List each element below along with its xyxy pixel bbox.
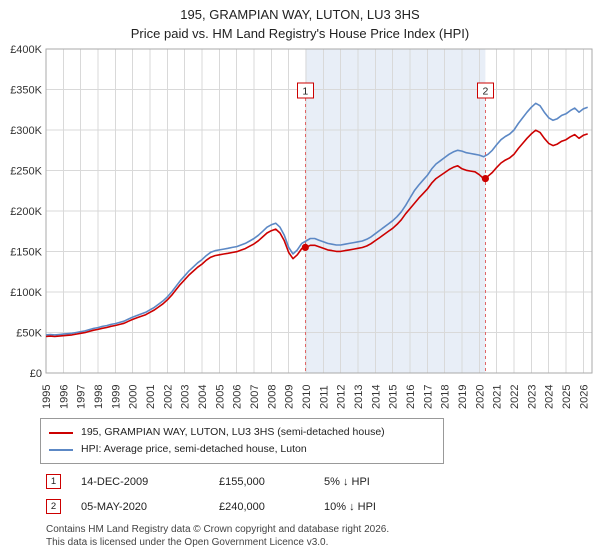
- sale-1-hpi-note: 5% ↓ HPI: [324, 475, 370, 488]
- legend-item-property: 195, GRAMPIAN WAY, LUTON, LU3 3HS (semi-…: [49, 424, 435, 441]
- legend-label-hpi: HPI: Average price, semi-detached house,…: [81, 443, 307, 455]
- x-axis-label: 2025: [561, 385, 573, 409]
- y-axis-label: £300K: [10, 125, 42, 137]
- sale-marker-badge: [476, 82, 494, 99]
- chart-subtitle: Price paid vs. HM Land Registry's House …: [130, 26, 470, 41]
- sale-2-number-badge: 2: [46, 499, 61, 514]
- x-axis-label: 2022: [509, 385, 521, 409]
- sale-marker-badge: [296, 82, 314, 99]
- sale-1-number-badge: 1: [46, 474, 61, 489]
- y-axis-label: £50K: [16, 328, 42, 340]
- sale-annotations: 1 14-DEC-2009 £155,000 5% ↓ HPI 2 05-MAY…: [46, 474, 600, 514]
- legend: 195, GRAMPIAN WAY, LUTON, LU3 3HS (semi-…: [40, 418, 444, 464]
- x-axis-label: 2003: [180, 385, 192, 409]
- sale-row-1: 1 14-DEC-2009 £155,000 5% ↓ HPI: [46, 474, 600, 489]
- x-axis-label: 1997: [76, 385, 88, 409]
- sale-point-dot: [481, 175, 489, 183]
- x-axis-label: 2002: [162, 385, 174, 409]
- plot-border: [45, 48, 593, 374]
- legend-label-property: 195, GRAMPIAN WAY, LUTON, LU3 3HS (semi-…: [81, 426, 385, 438]
- y-axis-label: £350K: [10, 85, 42, 97]
- y-axis-label: £250K: [10, 166, 42, 178]
- x-axis-label: 2017: [422, 385, 434, 409]
- footer-copyright: Contains HM Land Registry data © Crown c…: [46, 524, 390, 535]
- y-axis-label: £400K: [10, 44, 42, 56]
- sale-1-date: 14-DEC-2009: [81, 475, 149, 488]
- x-axis-label: 1996: [58, 385, 70, 409]
- x-axis-label: 2011: [318, 385, 330, 409]
- footer: Contains HM Land Registry data © Crown c…: [46, 524, 600, 549]
- y-axis-label: £0: [30, 368, 42, 380]
- x-axis-label: 2018: [440, 385, 452, 409]
- sale-marker-number: 2: [482, 86, 488, 98]
- x-axis-label: 1999: [110, 385, 122, 409]
- sale-2-date: 05-MAY-2020: [81, 500, 148, 513]
- x-axis-label: 1998: [93, 385, 105, 409]
- x-axis-label: 2004: [197, 385, 209, 409]
- x-axis-label: 2019: [457, 385, 469, 409]
- x-axis-label: 2015: [388, 385, 400, 409]
- x-axis-label: 2023: [526, 385, 538, 409]
- sale-marker-number: 1: [302, 86, 308, 98]
- x-axis-label: 2009: [284, 385, 296, 409]
- hpi-line: [45, 102, 588, 336]
- sale-2-hpi-note: 10% ↓ HPI: [324, 500, 376, 513]
- x-axis-label: 2006: [232, 385, 244, 409]
- x-axis-label: 2026: [578, 385, 590, 409]
- x-axis-label: 2014: [370, 385, 382, 409]
- footer-licence: This data is licensed under the Open Gov…: [46, 536, 329, 548]
- property-line-swatch: [49, 431, 73, 434]
- x-axis-label: 2000: [128, 385, 140, 409]
- legend-item-hpi: HPI: Average price, semi-detached house,…: [49, 441, 435, 458]
- x-axis-label: 1995: [41, 385, 53, 409]
- x-axis-label: 2001: [145, 385, 157, 409]
- chart-header: 195, GRAMPIAN WAY, LUTON, LU3 3HS Price …: [0, 0, 600, 41]
- sale-2-price: £240,000: [219, 500, 265, 513]
- price-chart: 1 2 £0 £50K £100K £150K £200K £250K £300K £350K £4…: [10, 44, 593, 409]
- hpi-line-swatch: [49, 448, 73, 451]
- page-title: 195, GRAMPIAN WAY, LUTON, LU3 3HS: [180, 7, 420, 22]
- property-price-line: [45, 129, 588, 338]
- sale-point-dot: [301, 243, 309, 251]
- x-axis-label: 2021: [492, 385, 504, 409]
- x-axis-label: 2010: [301, 385, 313, 409]
- sale-1-price: £155,000: [219, 475, 265, 488]
- x-axis-label: 2013: [353, 385, 365, 409]
- sale-row-2: 2 05-MAY-2020 £240,000 10% ↓ HPI: [46, 499, 600, 514]
- y-axis-label: £100K: [10, 287, 42, 299]
- x-axis-label: 2012: [336, 385, 348, 409]
- y-axis-label: £150K: [10, 247, 42, 259]
- y-axis-label: £200K: [10, 206, 42, 218]
- x-axis-label: 2024: [544, 385, 556, 409]
- x-axis-label: 2008: [266, 385, 278, 409]
- x-axis-label: 2007: [249, 385, 261, 409]
- x-axis-label: 2005: [214, 385, 226, 409]
- x-axis-label: 2020: [474, 385, 486, 409]
- x-axis-label: 2016: [405, 385, 417, 409]
